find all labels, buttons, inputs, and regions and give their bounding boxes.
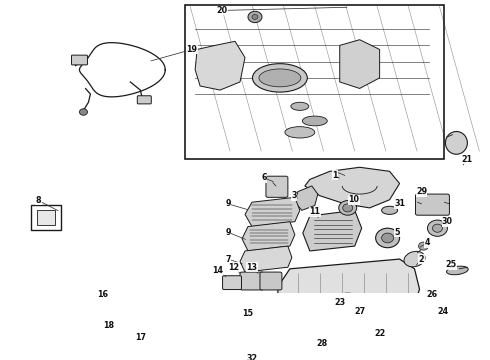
Polygon shape <box>180 352 260 360</box>
Text: 9: 9 <box>225 199 231 208</box>
Circle shape <box>350 310 425 360</box>
Text: 29: 29 <box>416 187 427 196</box>
Text: 11: 11 <box>309 207 320 216</box>
Text: 3: 3 <box>291 191 296 200</box>
Ellipse shape <box>446 266 468 275</box>
Text: 10: 10 <box>348 195 359 204</box>
Text: 15: 15 <box>243 309 253 318</box>
Circle shape <box>252 14 258 19</box>
Ellipse shape <box>434 309 462 327</box>
FancyBboxPatch shape <box>72 55 87 65</box>
Bar <box>112 303 124 314</box>
Ellipse shape <box>252 64 307 92</box>
Circle shape <box>376 228 399 248</box>
Text: 31: 31 <box>394 199 405 208</box>
Ellipse shape <box>291 102 309 111</box>
FancyBboxPatch shape <box>416 194 449 215</box>
Text: 25: 25 <box>446 260 457 269</box>
FancyBboxPatch shape <box>222 276 242 289</box>
Text: 13: 13 <box>246 263 257 272</box>
Circle shape <box>343 204 353 212</box>
Polygon shape <box>303 210 362 251</box>
Text: 17: 17 <box>135 333 146 342</box>
Text: 32: 32 <box>246 354 258 360</box>
FancyBboxPatch shape <box>137 96 151 104</box>
Polygon shape <box>242 222 295 251</box>
Circle shape <box>382 336 393 345</box>
Circle shape <box>79 109 87 115</box>
Circle shape <box>210 326 220 334</box>
Text: 9: 9 <box>225 228 231 237</box>
Text: 7: 7 <box>225 255 231 264</box>
Bar <box>185 5 444 159</box>
Bar <box>108 300 128 318</box>
Ellipse shape <box>349 310 361 325</box>
Text: 26: 26 <box>426 290 437 299</box>
Text: 12: 12 <box>228 263 240 272</box>
Text: 28: 28 <box>316 339 327 348</box>
Polygon shape <box>195 41 245 90</box>
Text: 30: 30 <box>442 217 453 226</box>
Ellipse shape <box>319 343 341 354</box>
Ellipse shape <box>382 206 397 215</box>
Bar <box>30 206 61 230</box>
Text: 24: 24 <box>438 307 449 316</box>
Ellipse shape <box>445 131 467 154</box>
Ellipse shape <box>302 116 327 126</box>
Circle shape <box>113 328 123 336</box>
Circle shape <box>418 242 428 250</box>
Circle shape <box>248 11 262 23</box>
Text: 18: 18 <box>103 321 114 330</box>
Circle shape <box>339 201 357 215</box>
FancyBboxPatch shape <box>240 272 264 290</box>
Text: 20: 20 <box>217 6 228 15</box>
Polygon shape <box>305 167 399 208</box>
Ellipse shape <box>404 251 425 267</box>
Text: 16: 16 <box>97 290 108 299</box>
Circle shape <box>143 336 153 345</box>
Polygon shape <box>295 186 318 210</box>
Polygon shape <box>240 246 292 272</box>
Circle shape <box>340 301 356 314</box>
Circle shape <box>427 220 447 236</box>
Text: 14: 14 <box>213 266 223 275</box>
Bar <box>37 210 54 225</box>
Polygon shape <box>340 40 380 89</box>
Ellipse shape <box>259 69 301 87</box>
Circle shape <box>374 329 401 352</box>
Text: 8: 8 <box>36 196 41 205</box>
Text: 1: 1 <box>332 171 338 180</box>
FancyBboxPatch shape <box>260 272 282 290</box>
Ellipse shape <box>285 127 315 138</box>
Polygon shape <box>278 259 419 321</box>
Circle shape <box>433 224 442 232</box>
Text: 27: 27 <box>354 307 365 316</box>
Text: 6: 6 <box>261 173 267 182</box>
Text: 22: 22 <box>374 329 385 338</box>
FancyBboxPatch shape <box>246 316 274 337</box>
Text: 4: 4 <box>425 238 430 247</box>
Circle shape <box>382 233 393 243</box>
FancyBboxPatch shape <box>266 176 288 197</box>
Text: 2: 2 <box>418 255 424 264</box>
Text: 23: 23 <box>334 298 345 307</box>
Circle shape <box>330 293 366 323</box>
Ellipse shape <box>428 296 447 307</box>
Text: 5: 5 <box>395 228 400 237</box>
Text: 21: 21 <box>462 155 473 164</box>
Polygon shape <box>245 197 300 226</box>
Text: 19: 19 <box>187 45 197 54</box>
